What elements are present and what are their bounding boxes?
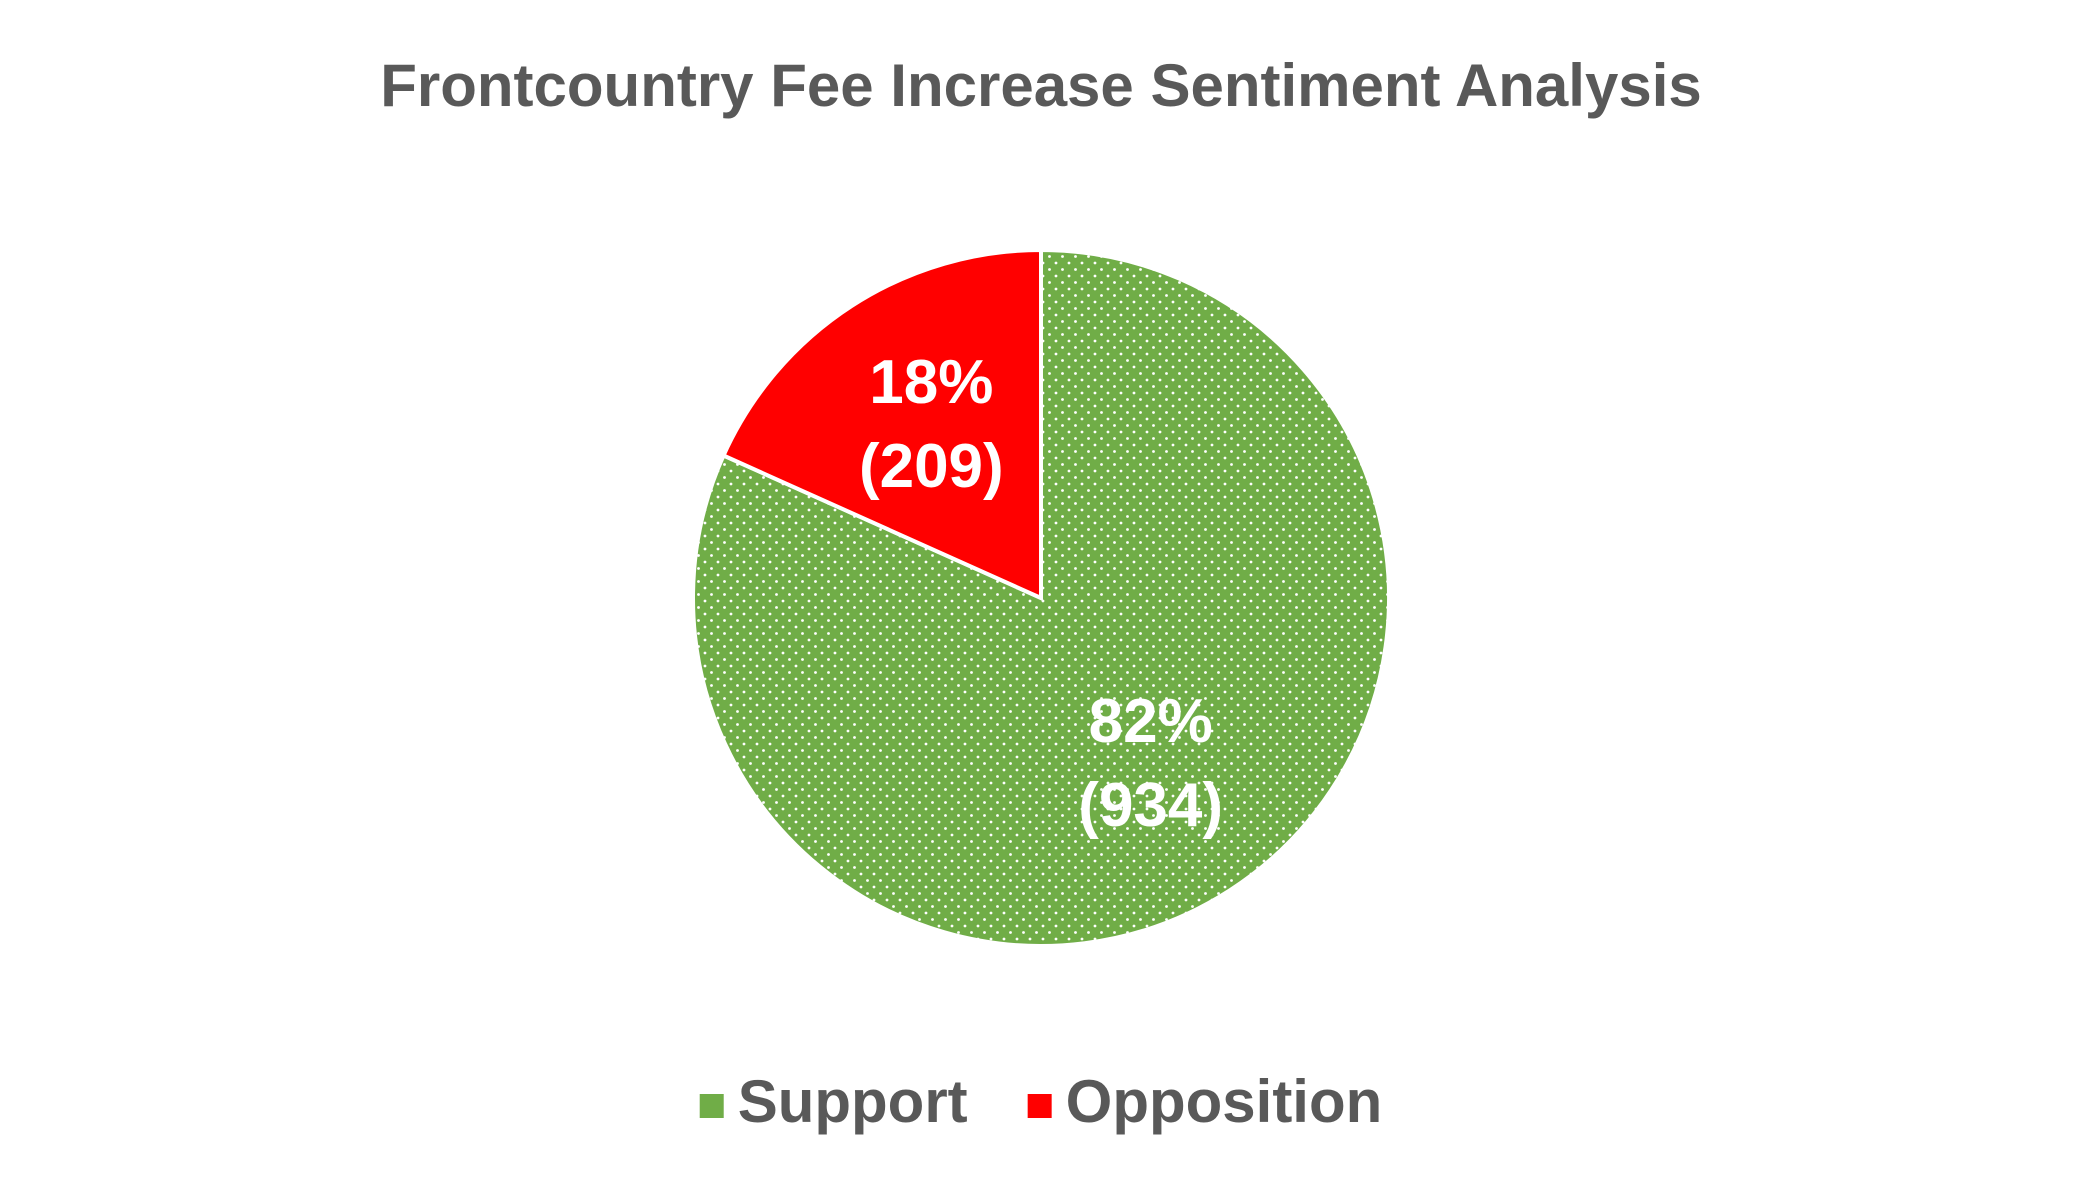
data-label-percent: 82% xyxy=(1089,687,1213,756)
data-label-count: (934) xyxy=(1078,771,1223,840)
slice-group xyxy=(720,247,1043,602)
pie-slice xyxy=(720,247,1043,602)
legend-label: Opposition xyxy=(1066,1068,1383,1135)
legend-item: Support xyxy=(699,1068,968,1135)
data-label-percent: 18% xyxy=(869,348,993,417)
data-label-count: (209) xyxy=(859,432,1004,501)
chart-title: Frontcountry Fee Increase Sentiment Anal… xyxy=(380,52,1702,119)
legend-swatch xyxy=(699,1094,724,1118)
legend-swatch xyxy=(1027,1094,1052,1118)
legend-item: Opposition xyxy=(1027,1068,1383,1135)
legend-label: Support xyxy=(738,1068,968,1135)
